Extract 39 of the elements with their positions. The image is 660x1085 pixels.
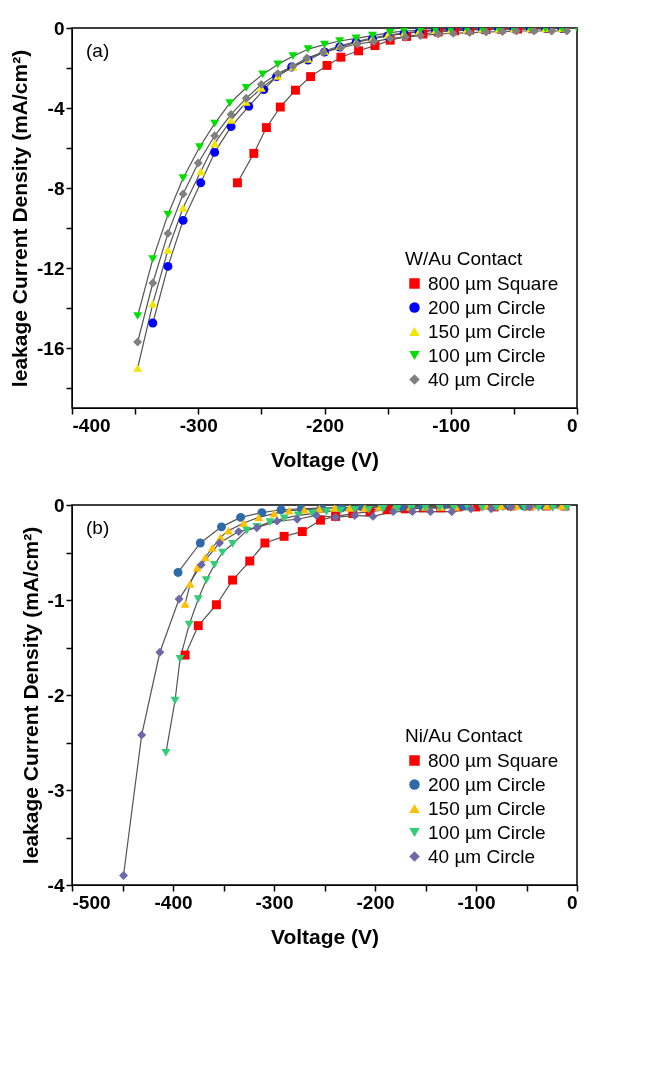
y-tick-label: -4 (47, 874, 65, 896)
legend-label: 40 µm Circle (428, 845, 536, 867)
legend-label: 100 µm Circle (428, 821, 546, 843)
legend-label: 40 µm Circle (428, 368, 536, 390)
y-axis-title: leakage Current Density (mA/cm²) (8, 49, 32, 388)
annotation: (a) (86, 40, 110, 61)
y-tick-label: -2 (47, 684, 65, 706)
x-axis-title: Voltage (V) (270, 924, 380, 948)
legend-label: 800 µm Square (428, 272, 559, 294)
y-tick-label: 0 (53, 17, 65, 39)
x-tick-label: -300 (179, 414, 218, 436)
x-tick-label: -400 (154, 891, 193, 913)
y-tick-label: -16 (37, 337, 65, 359)
x-tick-label: -100 (432, 414, 471, 436)
y-tick-label: -1 (47, 589, 65, 611)
y-tick-label: 0 (53, 494, 65, 516)
x-tick-label: -200 (356, 891, 395, 913)
legend-title: W/Au Contact (405, 248, 523, 269)
y-tick-label: -12 (37, 257, 65, 279)
x-tick-label: 0 (566, 891, 578, 913)
legend-label: 100 µm Circle (428, 344, 546, 366)
legend-label: 200 µm Circle (428, 296, 546, 318)
y-tick-label: -4 (47, 97, 65, 119)
x-tick-label: 0 (566, 414, 578, 436)
legend-label: 200 µm Circle (428, 773, 546, 795)
legend-label: 150 µm Circle (428, 320, 546, 342)
annotation: (b) (86, 517, 110, 538)
y-axis-title: leakage Current Density (mA/cm²) (18, 526, 42, 865)
x-tick-label: -300 (255, 891, 294, 913)
legend-title: Ni/Au Contact (405, 725, 523, 746)
x-tick-label: -400 (72, 414, 111, 436)
legend-label: 150 µm Circle (428, 797, 546, 819)
x-tick-label: -500 (72, 891, 111, 913)
x-tick-label: -100 (457, 891, 496, 913)
y-tick-label: -8 (47, 177, 65, 199)
x-tick-label: -200 (305, 414, 345, 436)
x-axis-title: Voltage (V) (270, 447, 380, 471)
y-tick-label: -3 (47, 779, 65, 801)
legend-label: 800 µm Square (428, 749, 559, 771)
